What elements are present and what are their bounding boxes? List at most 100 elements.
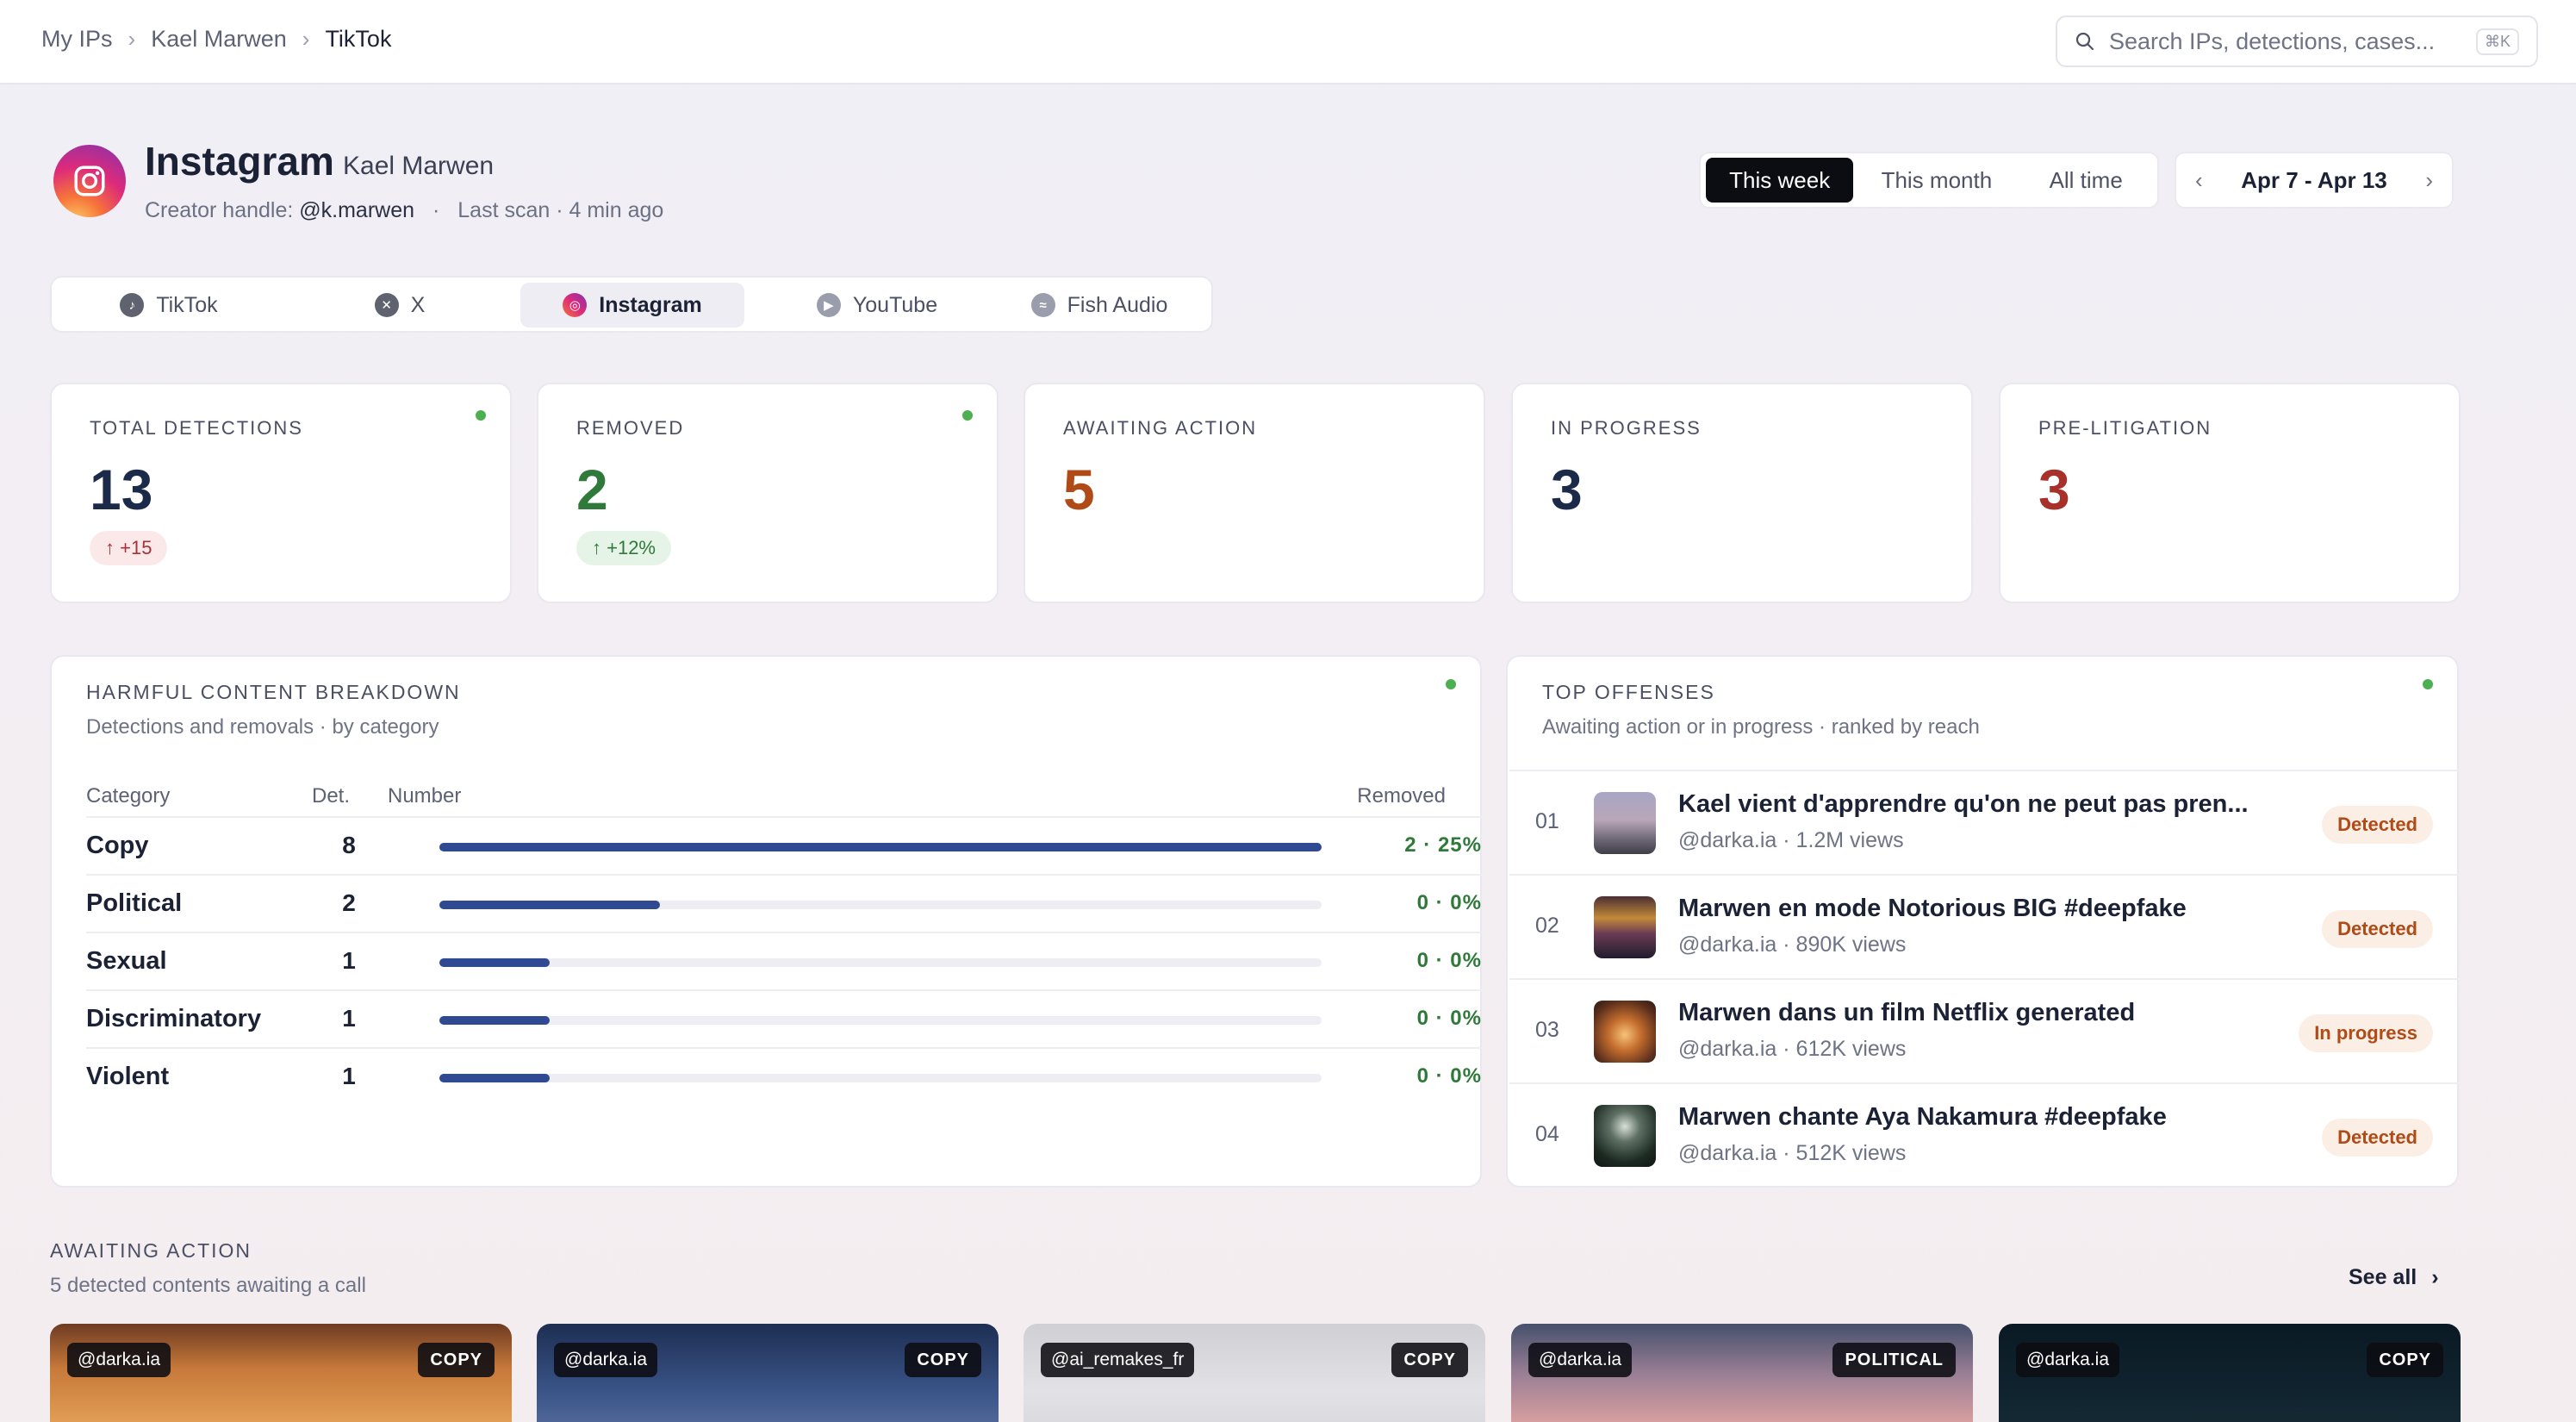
removed-value: 0 · 0% — [1416, 949, 1482, 972]
harmful-content-breakdown-panel: HARMFUL CONTENT BREAKDOWN Detections and… — [50, 655, 1482, 1188]
x-icon: ✕ — [374, 293, 399, 317]
handle-label: Creator handle: — [145, 198, 294, 222]
section-subtitle: 5 detected contents awaiting a call — [50, 1274, 366, 1297]
card-handle: @darka.ia — [67, 1343, 171, 1377]
meta-separator: · — [432, 198, 440, 222]
offense-row[interactable]: 01 Kael vient d'apprendre qu'on ne peut … — [1509, 770, 2459, 874]
card-category-tag: COPY — [2367, 1343, 2443, 1377]
stat-value: 5 — [1063, 458, 1095, 521]
count-bar-track — [439, 1074, 1322, 1082]
category-name: Violent — [86, 1063, 170, 1090]
offense-row[interactable]: 03 Marwen dans un film Netflix generated… — [1509, 978, 2459, 1082]
trend-badge: ↑ +15 — [90, 531, 168, 565]
table-row[interactable]: Violent 1 0 · 0% — [86, 1047, 1482, 1105]
detection-count: 2 — [342, 889, 356, 916]
breadcrumb: My IPs › Kael Marwen › TikTok — [41, 26, 391, 53]
stat-removed[interactable]: REMOVED 2 ↑ +12% — [537, 383, 999, 603]
tab-instagram[interactable]: ◎ Instagram — [520, 283, 744, 327]
creator-handle: @k.marwen — [299, 198, 415, 222]
category-name: Sexual — [86, 947, 167, 975]
top-bar: My IPs › Kael Marwen › TikTok Search IPs… — [0, 0, 2576, 84]
tab-all-time[interactable]: All time — [2049, 166, 2123, 193]
offense-row[interactable]: 02 Marwen en mode Notorious BIG #deepfak… — [1509, 874, 2459, 978]
tab-this-month[interactable]: This month — [1881, 166, 1993, 193]
panel-title: HARMFUL CONTENT BREAKDOWN — [86, 681, 461, 703]
card-category-tag: POLITICAL — [1832, 1343, 1956, 1377]
breadcrumb-my-ips[interactable]: My IPs — [41, 26, 113, 52]
count-bar-fill — [439, 1016, 550, 1025]
tab-x[interactable]: ✕ X — [365, 283, 434, 327]
instagram-icon: ◎ — [563, 293, 588, 317]
offense-thumbnail — [1594, 792, 1656, 854]
offense-title: Marwen chante Aya Nakamura #deepfake — [1678, 1103, 2167, 1131]
column-header-det: Det. — [312, 784, 351, 808]
detection-count: 1 — [342, 947, 356, 974]
breadcrumb-ip[interactable]: Kael Marwen — [151, 26, 287, 52]
offense-rank: 01 — [1535, 809, 1559, 833]
tab-this-week[interactable]: This week — [1706, 158, 1854, 203]
count-bar-track — [439, 958, 1322, 967]
table-row[interactable]: Discriminatory 1 0 · 0% — [86, 989, 1482, 1047]
stat-pre-litigation[interactable]: PRE-LITIGATION 3 — [1999, 383, 2461, 603]
stat-label: PRE-LITIGATION — [2038, 417, 2212, 439]
status-badge: Detected — [2322, 910, 2433, 948]
offense-title: Marwen dans un film Netflix generated — [1678, 999, 2136, 1026]
live-indicator — [962, 410, 973, 421]
column-header-removed: Removed — [1357, 784, 1446, 808]
see-all-link[interactable]: See all › — [2349, 1265, 2439, 1290]
awaiting-card[interactable]: @darka.ia POLITICAL — [1511, 1324, 1973, 1422]
detection-count: 1 — [342, 1005, 356, 1032]
live-indicator — [476, 410, 486, 421]
stat-total-detections[interactable]: TOTAL DETECTIONS 13 ↑ +15 — [50, 383, 512, 603]
count-bar-fill — [439, 1074, 550, 1082]
tab-tiktok[interactable]: ♪ TikTok — [109, 283, 229, 327]
card-category-tag: COPY — [1391, 1343, 1468, 1377]
search-input[interactable]: Search IPs, detections, cases... ⌘K — [2056, 16, 2538, 67]
offense-thumbnail — [1594, 896, 1656, 958]
tab-label: YouTube — [852, 292, 938, 317]
tab-label: Instagram — [599, 292, 702, 317]
count-bar-fill — [439, 901, 660, 909]
count-bar-track — [439, 1016, 1322, 1025]
last-scan: Last scan · 4 min ago — [457, 198, 664, 222]
tab-label: TikTok — [156, 292, 218, 317]
card-handle: @ai_remakes_fr — [1041, 1343, 1195, 1377]
table-row[interactable]: Sexual 1 0 · 0% — [86, 932, 1482, 989]
awaiting-card[interactable]: @ai_remakes_fr COPY — [1024, 1324, 1485, 1422]
category-name: Political — [86, 889, 183, 917]
ip-owner-name: Kael Marwen — [343, 152, 495, 180]
tiktok-icon: ♪ — [120, 293, 145, 317]
offense-row[interactable]: 04 Marwen chante Aya Nakamura #deepfake … — [1509, 1082, 2459, 1187]
platform-tabs: ♪ TikTok ✕ X ◎ Instagram ▶ YouTube ≈ Fis… — [50, 276, 1213, 333]
panel-subtitle: Detections and removals · by category — [86, 715, 439, 739]
table-row[interactable]: Copy 8 2 · 25% — [86, 816, 1482, 874]
offense-rank: 03 — [1535, 1018, 1559, 1042]
offense-rank: 04 — [1535, 1122, 1559, 1146]
awaiting-card[interactable]: @darka.ia COPY — [537, 1324, 999, 1422]
detection-count: 1 — [342, 1063, 356, 1089]
removed-value: 0 · 0% — [1416, 891, 1482, 914]
chevron-left-icon[interactable]: ‹ — [2195, 166, 2203, 193]
chevron-right-icon[interactable]: › — [2425, 166, 2433, 193]
offense-meta: @darka.ia · 612K views — [1678, 1037, 1907, 1061]
awaiting-card[interactable]: @darka.ia COPY — [1999, 1324, 2461, 1422]
table-row[interactable]: Political 2 0 · 0% — [86, 874, 1482, 932]
tab-youtube[interactable]: ▶ YouTube — [800, 283, 955, 327]
offense-meta: @darka.ia · 1.2M views — [1678, 828, 1904, 852]
count-bar-track — [439, 901, 1322, 909]
stat-value: 2 — [576, 458, 608, 521]
search-placeholder: Search IPs, detections, cases... — [2109, 28, 2436, 54]
stat-awaiting-action[interactable]: AWAITING ACTION 5 — [1024, 383, 1485, 603]
stat-value: 3 — [2038, 458, 2070, 521]
chevron-right-icon: › — [2431, 1265, 2439, 1289]
tab-label: X — [410, 292, 426, 317]
tab-fish-audio[interactable]: ≈ Fish Audio — [1013, 283, 1185, 327]
awaiting-card[interactable]: @darka.ia COPY — [50, 1324, 512, 1422]
column-header-number: Number — [388, 784, 462, 808]
offense-title: Marwen en mode Notorious BIG #deepfake — [1678, 895, 2187, 922]
removed-value: 2 · 25% — [1404, 833, 1482, 857]
top-offenses-panel: TOP OFFENSES Awaiting action or in progr… — [1506, 655, 2459, 1188]
offense-thumbnail — [1594, 1001, 1656, 1063]
stat-in-progress[interactable]: IN PROGRESS 3 — [1511, 383, 1973, 603]
trend-badge: ↑ +12% — [576, 531, 671, 565]
